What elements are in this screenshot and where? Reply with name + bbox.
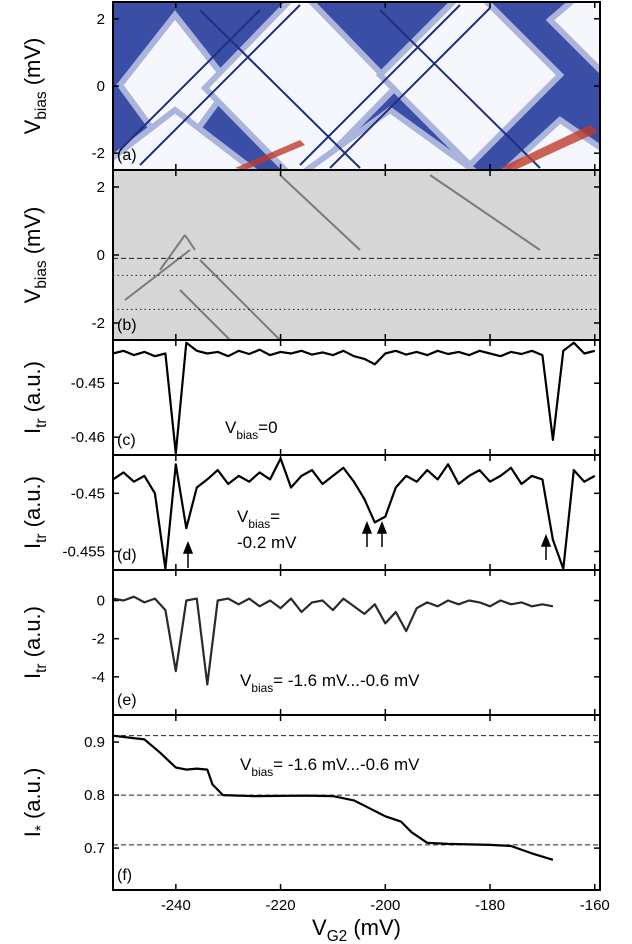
panel-frame — [112, 714, 601, 891]
y-axis-label-sub: tr — [33, 533, 50, 542]
annotation-rest: = -1.6 mV...-0.6 mV — [273, 671, 420, 690]
y-tick-label: -2 — [92, 315, 105, 332]
y-axis-label-main: V — [20, 119, 45, 134]
y-axis-label-main: V — [20, 288, 45, 303]
annotation-sub: bias — [251, 765, 273, 779]
data-line — [112, 341, 596, 455]
x-tick-label: -200 — [370, 897, 400, 914]
data-line — [112, 457, 596, 570]
y-tick-label: 0 — [97, 78, 105, 95]
annotation-sub: bias — [251, 681, 273, 695]
y-axis-label: Vbias (mV) — [20, 207, 50, 304]
y-tick-label: 0.8 — [84, 787, 105, 804]
y-axis-label-sub: bias — [33, 91, 50, 120]
y-tick-label: -2 — [92, 145, 105, 162]
y-tick-label: -2 — [92, 631, 105, 648]
y-axis-label-rest: (a.u.) — [20, 476, 45, 533]
y-tick-label: 0.9 — [84, 734, 105, 751]
y-axis-label-main: I — [20, 831, 45, 837]
y-axis-label: I* (a.u.) — [20, 768, 50, 838]
x-axis-label-sub: G2 — [327, 928, 348, 944]
y-axis-label: Itr (a.u.) — [20, 606, 50, 679]
annotation-main: V — [240, 671, 252, 690]
y-tick-label: 2 — [97, 179, 105, 196]
annotation: Vbias= — [237, 507, 280, 531]
y-axis-label-rest: (mV) — [20, 38, 45, 92]
y-axis-label: Itr (a.u.) — [20, 361, 50, 434]
y-axis-label-sub: bias — [33, 260, 50, 289]
panel-label: (e) — [117, 692, 137, 709]
y-axis-label-rest: (a.u.) — [20, 606, 45, 663]
panel-label: (d) — [117, 547, 137, 564]
panel-label: (f) — [117, 867, 132, 884]
arrows — [182, 520, 552, 568]
panel-label: (c) — [117, 432, 136, 449]
panel-frame — [112, 569, 601, 716]
annotation-main: V — [240, 755, 252, 774]
annotation-rest: = — [270, 507, 280, 526]
x-tick-label: -160 — [580, 897, 610, 914]
y-axis-label-sub: tr — [33, 663, 50, 672]
map-b — [113, 170, 600, 340]
annotation: Vbias=0 — [225, 418, 278, 442]
y-tick-label: 2 — [97, 11, 105, 28]
panel-label: (b) — [117, 317, 137, 334]
annotation: Vbias= -1.6 mV...-0.6 mV — [240, 671, 420, 695]
y-axis-label-main: I — [20, 543, 45, 549]
y-axis-label: Vbias (mV) — [20, 38, 50, 135]
x-axis-label-main: V — [312, 915, 327, 940]
y-axis-label-sub: tr — [33, 418, 50, 427]
y-axis-label-rest: (a.u.) — [20, 768, 45, 825]
y-tick-label: -0.45 — [71, 485, 105, 502]
y-axis-label-rest: (mV) — [20, 207, 45, 261]
y-axis-label-sub: * — [33, 825, 50, 831]
x-tick-label: -240 — [161, 897, 191, 914]
y-tick-label: 0 — [97, 593, 105, 610]
annotation-sub: bias — [248, 517, 270, 531]
data-line — [112, 734, 554, 861]
x-tick-label: -220 — [266, 897, 296, 914]
panel-label: (a) — [117, 147, 137, 164]
y-tick-label: -0.45 — [71, 375, 105, 392]
data-line — [112, 595, 554, 686]
x-axis-label-rest: (mV) — [347, 915, 401, 940]
y-tick-label: -4 — [92, 669, 105, 686]
y-tick-label: -0.455 — [62, 543, 105, 560]
x-tick-label: -180 — [475, 897, 505, 914]
annotation-rest: = -1.6 mV...-0.6 mV — [273, 755, 420, 774]
annotation-main: V — [225, 418, 237, 437]
annotation-main: V — [237, 507, 249, 526]
annotation: Vbias= -1.6 mV...-0.6 mV — [240, 755, 420, 779]
y-axis-label-rest: (a.u.) — [20, 361, 45, 418]
map-a — [113, 2, 600, 170]
y-tick-label: 0 — [97, 247, 105, 264]
annotation: -0.2 mV — [237, 533, 297, 552]
y-tick-label: 0.7 — [84, 840, 105, 857]
y-axis-label-main: I — [20, 428, 45, 434]
annotation-rest: =0 — [258, 418, 277, 437]
annotation-sub: bias — [236, 428, 258, 442]
x-axis-label: VG2 (mV) — [312, 915, 401, 944]
y-axis-label: Itr (a.u.) — [20, 476, 50, 549]
y-axis-label-main: I — [20, 673, 45, 679]
y-tick-label: -0.46 — [71, 429, 105, 446]
